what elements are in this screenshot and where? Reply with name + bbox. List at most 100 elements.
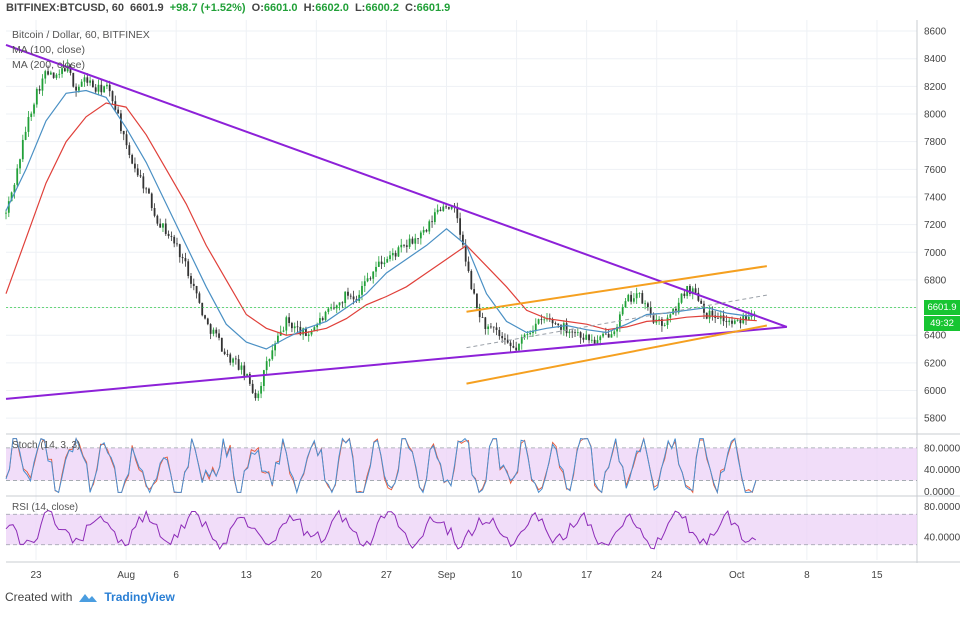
last-price: 6601.9	[130, 2, 164, 14]
candle-body	[131, 154, 134, 164]
candle-body	[276, 335, 279, 344]
candle-body	[607, 333, 610, 338]
candle-body	[120, 113, 122, 131]
candle-body	[142, 176, 145, 189]
candle-body	[649, 307, 652, 315]
candle-body	[187, 261, 190, 276]
candle-body	[243, 365, 246, 376]
candle-body	[526, 334, 529, 335]
candle-body	[333, 307, 335, 309]
candle-body	[103, 86, 106, 93]
candle-body	[358, 294, 361, 301]
candle-body	[492, 326, 495, 328]
candle-body	[159, 223, 162, 228]
candle-body	[728, 320, 731, 323]
candle-body	[145, 188, 148, 190]
price-tick-5800: 5800	[924, 414, 947, 425]
candle-body	[394, 253, 397, 257]
candle-body	[565, 323, 568, 334]
candle-body	[30, 113, 33, 117]
candle-body	[262, 370, 265, 386]
candle-body	[739, 320, 742, 324]
candle-body	[296, 326, 299, 328]
candle-body	[220, 337, 223, 352]
candle-body	[652, 314, 655, 323]
candle-body	[672, 308, 675, 315]
candle-body	[89, 80, 91, 83]
price-tick-8000: 8000	[924, 110, 947, 121]
price-tick-6400: 6400	[924, 331, 947, 342]
price-tick-8400: 8400	[924, 54, 947, 65]
tradingview-brand[interactable]: TradingView	[104, 590, 175, 604]
price-tick-7200: 7200	[924, 220, 947, 231]
candle-body	[344, 291, 347, 304]
ma200-legend[interactable]: MA (200, close)	[12, 59, 85, 71]
candle-body	[504, 338, 506, 340]
triangle-upper-line	[5, 43, 788, 328]
open-label: O:	[251, 2, 264, 14]
candle-body	[338, 302, 341, 306]
candle-body	[736, 320, 739, 321]
candle-body	[389, 255, 391, 260]
time-tick-15: 15	[871, 570, 883, 581]
candle-body	[218, 333, 220, 338]
candle-body	[663, 324, 666, 326]
symbol-label[interactable]: BITFINEX:BTCUSD, 60	[6, 2, 124, 14]
high-value: 6602.0	[315, 2, 349, 14]
candle-body	[501, 336, 504, 339]
candle-body	[431, 221, 433, 223]
candle-body	[484, 317, 487, 330]
candle-body	[666, 317, 669, 325]
candle-body	[397, 247, 400, 257]
candle-body	[148, 188, 150, 194]
candle-body	[134, 163, 136, 169]
candle-body	[450, 205, 453, 209]
candle-body	[700, 300, 703, 304]
candle-body	[624, 301, 627, 308]
candle-body	[574, 332, 576, 334]
candle-body	[661, 319, 663, 326]
candle-body	[375, 266, 377, 272]
candle-body	[372, 271, 375, 279]
time-tick-10: 10	[511, 570, 523, 581]
candle-body	[470, 271, 473, 290]
ma200-line	[5, 102, 757, 336]
candle-body	[459, 218, 461, 235]
candle-body	[257, 393, 260, 399]
candle-body	[61, 68, 63, 74]
candle-body	[456, 207, 459, 219]
candle-body	[658, 319, 661, 320]
ma100-legend[interactable]: MA (100, close)	[12, 44, 85, 56]
candle-body	[58, 73, 61, 75]
candle-body	[428, 221, 431, 232]
candle-body	[44, 71, 47, 79]
candle-body	[321, 318, 324, 320]
candle-body	[94, 87, 97, 92]
candle-body	[717, 317, 719, 319]
candle-body	[201, 302, 204, 316]
tradingview-logo-icon	[79, 594, 98, 602]
price-change: +98.7 (+1.52%)	[169, 2, 246, 14]
candle-body	[708, 310, 711, 319]
candle-body	[481, 317, 484, 318]
high-label: H:	[303, 2, 316, 14]
candle-body	[260, 385, 262, 394]
candle-body	[490, 326, 492, 328]
candle-body	[590, 339, 593, 341]
candle-body	[523, 334, 526, 338]
candle-body	[369, 278, 372, 280]
candle-body	[419, 232, 422, 239]
candle-body	[436, 209, 439, 213]
candle-body	[422, 230, 425, 233]
rsi-tick-40.0000: 40.0000	[924, 533, 961, 544]
candle-body	[411, 238, 414, 244]
candle-body	[310, 331, 313, 335]
candle-body	[644, 303, 647, 305]
candle-body	[106, 84, 108, 87]
candle-body	[745, 316, 747, 320]
candle-body	[599, 336, 602, 341]
rsi-band	[6, 514, 917, 545]
price-tick-7800: 7800	[924, 137, 947, 148]
candle-body	[579, 332, 582, 338]
candle-body	[408, 238, 411, 247]
